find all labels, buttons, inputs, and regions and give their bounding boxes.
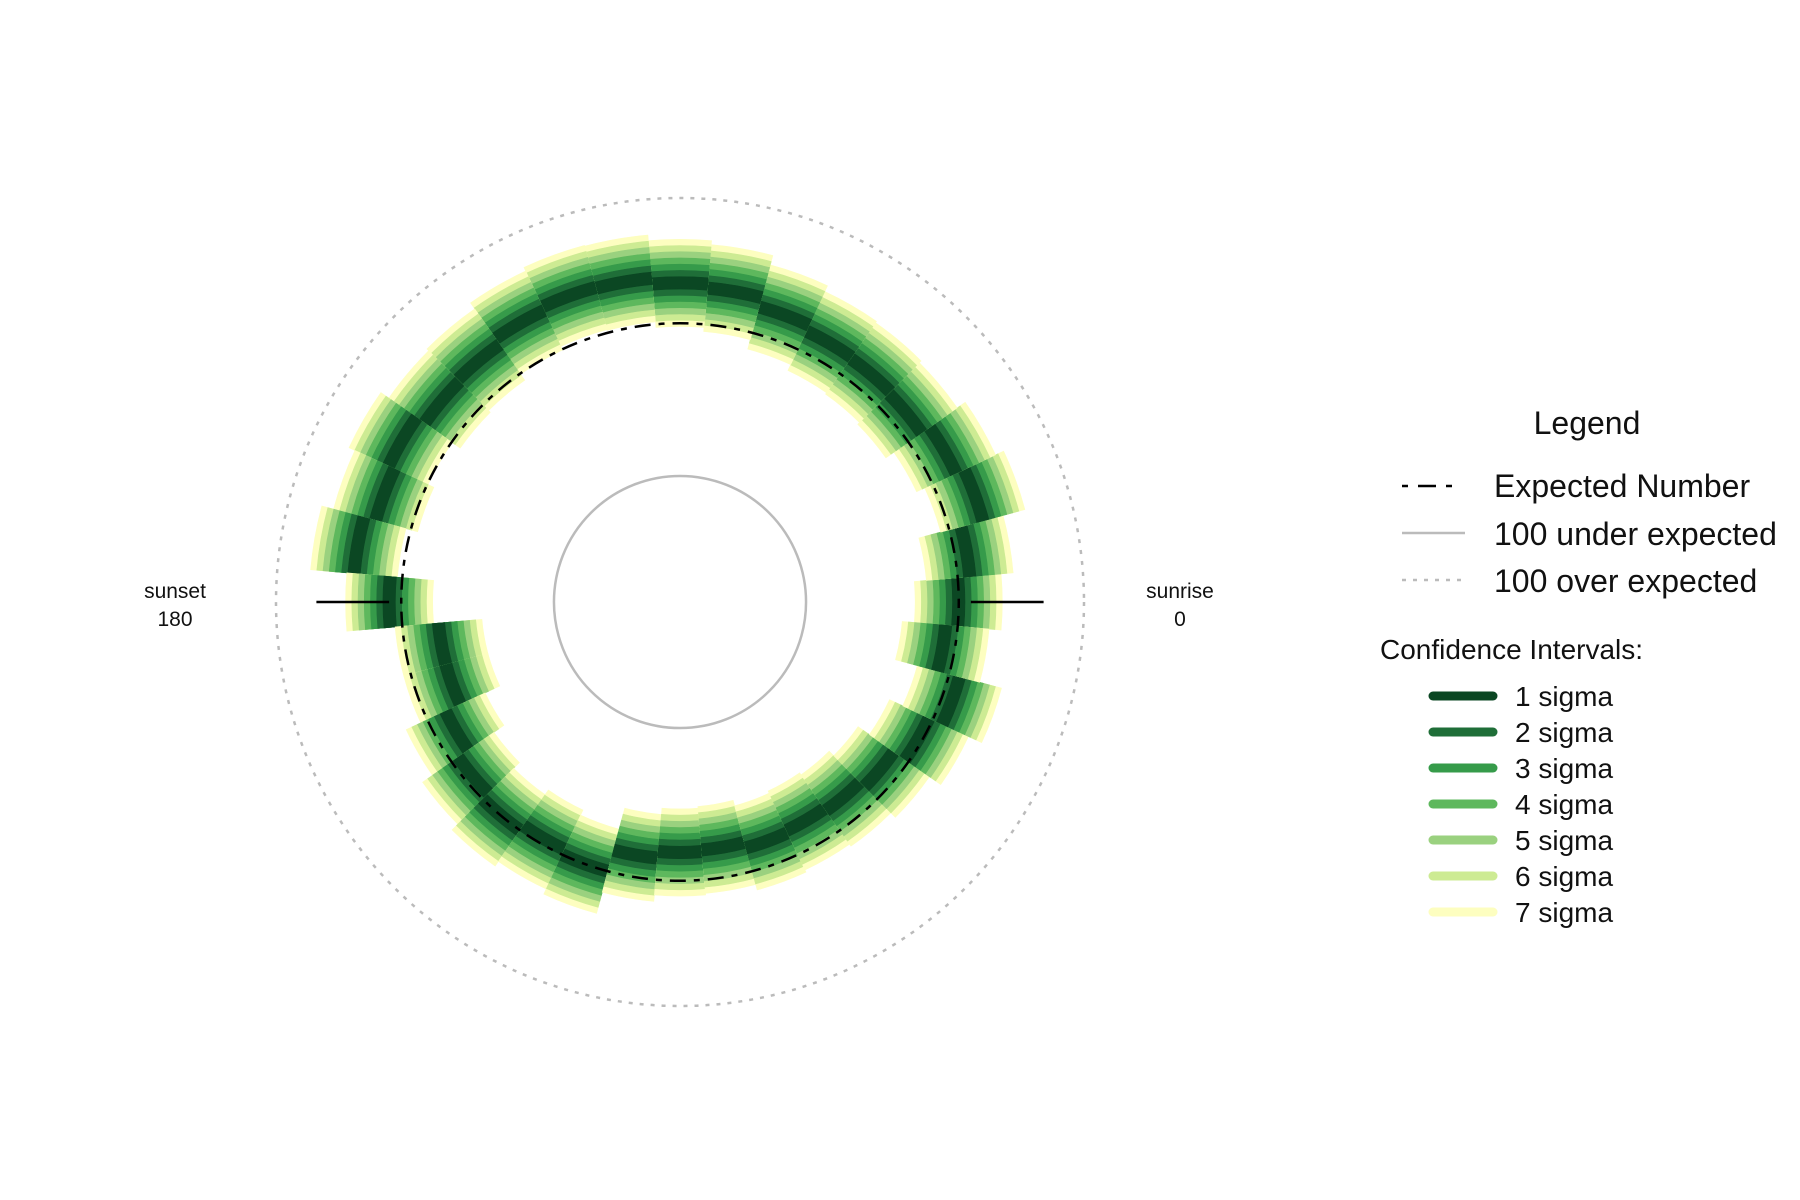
sigma-label-4: 4 sigma (1515, 789, 1613, 820)
sunrise-label: sunrise (1146, 580, 1214, 603)
legend-under-label: 100 under expected (1494, 516, 1777, 552)
sigma-label-2: 2 sigma (1515, 717, 1613, 748)
under-expected-circle (552, 474, 808, 730)
over-expected-circle (274, 196, 1086, 1008)
sigma-legend: 1 sigma 2 sigma 3 sigma 4 sigma 5 sigma … (1428, 681, 1613, 928)
legend-title: Legend (1534, 405, 1641, 441)
expected-circle (399, 321, 961, 883)
sigma-label-3: 3 sigma (1515, 753, 1613, 784)
sigma-label-1: 1 sigma (1515, 681, 1613, 712)
sigma-label-5: 5 sigma (1515, 825, 1613, 856)
angle-markers: sunrise 0 sunset 180 (144, 580, 1214, 631)
bar-bin-9-sigma-1 (651, 276, 709, 291)
sunset-label: sunset (144, 580, 206, 603)
bar-bin-35-sigma-1 (931, 624, 953, 673)
sunset-angle-label: 180 (157, 608, 192, 631)
sigma-label-6: 6 sigma (1515, 861, 1613, 892)
legend-over-label: 100 over expected (1494, 563, 1757, 599)
legend: Legend Expected Number 100 under expecte… (1380, 405, 1777, 928)
legend-expected-label: Expected Number (1494, 468, 1750, 504)
sigma-label-7: 7 sigma (1515, 897, 1613, 928)
legend-ci-title: Confidence Intervals: (1380, 634, 1643, 665)
sunrise-angle-label: 0 (1174, 608, 1186, 631)
sigma-bars (310, 234, 1026, 914)
bar-bin-27-sigma-1 (657, 845, 703, 860)
reference-circles (274, 196, 1086, 1008)
